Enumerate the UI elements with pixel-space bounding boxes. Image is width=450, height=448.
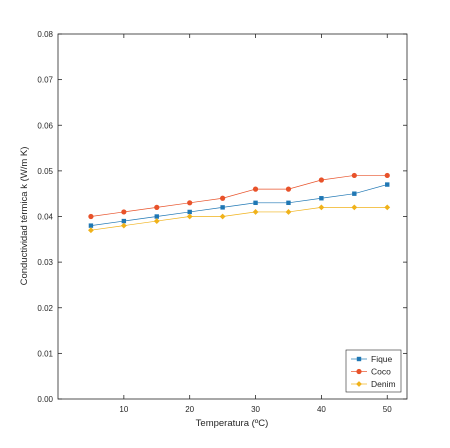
data-point-fique	[319, 196, 324, 201]
data-point-denim	[120, 222, 127, 229]
data-point-fique	[220, 205, 225, 210]
y-tick-label: 0.00	[37, 395, 53, 404]
data-point-coco	[285, 186, 292, 192]
y-tick-label: 0.02	[37, 304, 53, 313]
plot-area	[57, 33, 408, 400]
data-point-denim	[351, 204, 358, 211]
data-point-denim	[384, 204, 391, 211]
data-point-fique	[154, 214, 159, 219]
data-point-denim	[219, 213, 226, 220]
y-axis-label: Conductividad térmica k (W/m K)	[19, 147, 30, 286]
data-point-denim	[186, 213, 193, 220]
data-point-denim	[88, 227, 94, 234]
data-point-coco	[384, 172, 390, 179]
legend-marker-coco	[356, 368, 362, 375]
data-point-fique	[286, 200, 291, 206]
data-point-fique	[88, 223, 94, 228]
legend-box	[345, 349, 402, 393]
y-tick-label: 0.07	[37, 76, 53, 85]
y-axis-ticks: 0.00 0.01 0.02 0.03 0.04 0.05 0.06 0.07 0.08	[37, 30, 407, 404]
legend-marker-fique	[356, 356, 362, 362]
data-point-fique	[253, 200, 258, 206]
data-point-denim	[252, 209, 259, 215]
data-point-fique	[187, 209, 192, 215]
x-tick-label: 20	[185, 405, 194, 414]
y-tick-label: 0.05	[37, 167, 53, 176]
x-tick-label: 10	[119, 405, 128, 414]
x-tick-label: 40	[317, 405, 326, 414]
data-point-fique	[385, 182, 390, 187]
legend: Fique Coco Denim	[345, 349, 402, 393]
legend-label-coco: Coco	[371, 367, 391, 377]
data-point-fique	[352, 191, 357, 196]
data-point-coco	[252, 186, 259, 192]
data-point-coco	[121, 209, 127, 215]
data-point-coco	[187, 200, 193, 206]
legend-label-fique: Fique	[371, 354, 393, 364]
series-denim	[88, 204, 391, 234]
data-point-denim	[318, 204, 325, 211]
x-axis-label: Temperatura (ºC)	[196, 418, 269, 429]
data-point-denim	[153, 218, 160, 224]
x-tick-label: 30	[251, 405, 260, 414]
legend-label-denim: Denim	[371, 379, 396, 389]
data-point-coco	[220, 195, 226, 201]
data-point-coco	[154, 204, 160, 210]
y-tick-label: 0.06	[37, 121, 53, 130]
y-tick-label: 0.01	[37, 349, 53, 358]
legend-marker-denim	[356, 381, 362, 387]
data-point-fique	[121, 218, 127, 224]
series-coco	[88, 172, 390, 220]
data-point-denim	[285, 209, 292, 215]
y-tick-label: 0.04	[37, 213, 53, 222]
series-layer	[88, 172, 391, 234]
data-point-coco	[318, 177, 324, 183]
x-axis-ticks: 10 20 30 40 50	[119, 34, 392, 414]
data-point-coco	[351, 172, 357, 179]
series-fique	[88, 182, 390, 228]
y-tick-label: 0.03	[37, 258, 53, 267]
series-line-denim	[90, 207, 388, 231]
x-tick-label: 50	[383, 405, 392, 414]
series-line-fique	[90, 184, 388, 226]
y-tick-label: 0.08	[37, 30, 53, 39]
series-line-coco	[90, 175, 388, 217]
data-point-coco	[88, 213, 94, 220]
